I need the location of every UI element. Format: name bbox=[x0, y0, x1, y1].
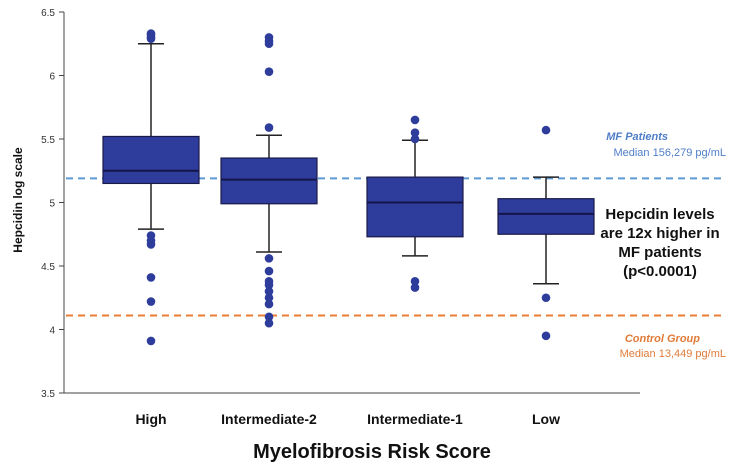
outlier-point bbox=[264, 293, 274, 303]
outlier-point bbox=[410, 128, 420, 137]
outlier-point bbox=[541, 125, 551, 135]
outlier-point bbox=[264, 123, 274, 132]
box-high bbox=[102, 135, 200, 185]
outlier-point bbox=[264, 318, 274, 328]
boxes bbox=[102, 43, 595, 285]
y-tick-label: 3.5 bbox=[41, 389, 55, 400]
x-tick-label: High bbox=[135, 411, 166, 427]
mf-patients-median: Median 156,279 pg/mL bbox=[613, 147, 726, 159]
outlier-point bbox=[264, 39, 274, 49]
annotation-line-2: are 12x higher in bbox=[600, 225, 719, 242]
outlier-point bbox=[264, 254, 274, 263]
box-intermediate-2 bbox=[220, 157, 318, 205]
outlier-point bbox=[264, 67, 274, 76]
y-axis-title: Hepcidin log scale bbox=[11, 147, 25, 253]
y-tick-label: 6.5 bbox=[41, 8, 55, 19]
outlier-point bbox=[264, 299, 274, 309]
outlier-point bbox=[146, 336, 156, 346]
outlier-point bbox=[146, 34, 156, 43]
x-axis-title: Myelofibrosis Risk Score bbox=[253, 441, 491, 463]
x-tick-label: Intermediate-2 bbox=[221, 411, 317, 427]
outlier-point bbox=[541, 331, 551, 341]
outlier-point bbox=[410, 283, 420, 292]
outlier-point bbox=[264, 280, 274, 290]
x-tick-label: Intermediate-1 bbox=[367, 411, 463, 427]
mf-patients-title: MF Patients bbox=[606, 131, 668, 143]
control-group-title: Control Group bbox=[625, 333, 700, 345]
annotation-line-3: MF patients bbox=[618, 244, 701, 261]
outliers bbox=[146, 29, 551, 346]
box-low bbox=[497, 198, 595, 235]
outlier-point bbox=[264, 312, 274, 322]
outlier-point bbox=[146, 240, 156, 249]
outlier-point bbox=[264, 266, 274, 276]
annotation-line-4: (p<0.0001) bbox=[623, 263, 697, 280]
outlier-point bbox=[410, 115, 420, 125]
y-tick-label: 4.5 bbox=[41, 262, 55, 273]
y-tick-label: 6 bbox=[49, 72, 55, 83]
outlier-point bbox=[264, 287, 274, 296]
outlier-point bbox=[410, 134, 420, 144]
outlier-point bbox=[541, 293, 551, 303]
outlier-point bbox=[146, 273, 156, 282]
outlier-point bbox=[146, 297, 156, 306]
box-intermediate-1 bbox=[366, 176, 464, 238]
outlier-point bbox=[410, 276, 420, 286]
x-tick-label: Low bbox=[532, 411, 560, 427]
annotation-line-1: Hepcidin levels bbox=[605, 206, 714, 223]
y-tick-label: 4 bbox=[49, 326, 55, 337]
y-tick-label: 5.5 bbox=[41, 135, 55, 146]
control-group-median: Median 13,449 pg/mL bbox=[620, 348, 726, 360]
y-tick-label: 5 bbox=[49, 199, 55, 210]
axes: 3.5 4 4.5 5 5.5 6 6.5 High Intermediate-2 Interme… bbox=[41, 8, 640, 427]
